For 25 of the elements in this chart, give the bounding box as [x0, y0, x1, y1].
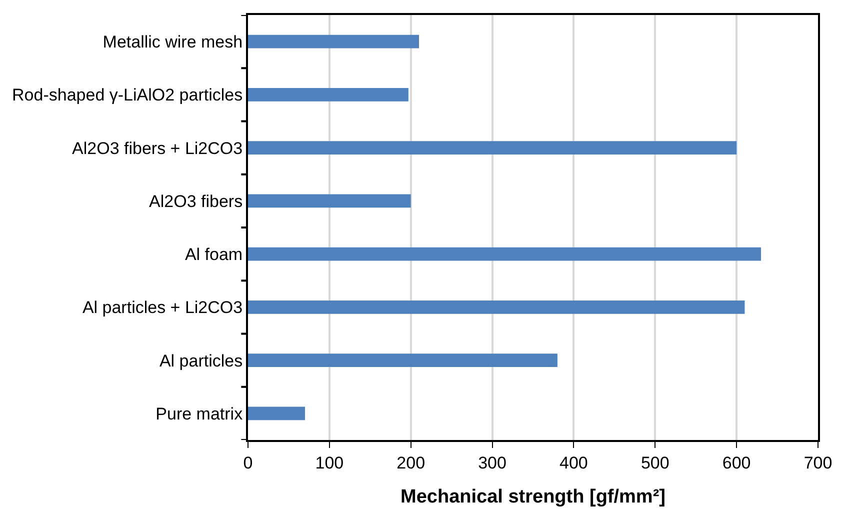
bar — [248, 34, 419, 48]
x-axis-title: Mechanical strength [gf/mm²] — [400, 486, 666, 508]
y-tick-label: Metallic wire mesh — [102, 32, 243, 52]
y-tick-label: Al foam — [184, 245, 243, 264]
y-tick-label: Al2O3 fibers — [149, 192, 243, 211]
bar — [248, 406, 305, 420]
y-tick-label: Al2O3 fibers + Li2CO3 — [72, 138, 243, 158]
bar — [248, 247, 761, 261]
y-tick-label: Al particles — [159, 351, 243, 370]
x-tick-label: 300 — [478, 453, 506, 472]
bar — [248, 88, 408, 102]
bar — [248, 354, 558, 367]
x-tick-label: 200 — [396, 453, 426, 472]
x-tick-label: 400 — [560, 453, 588, 472]
x-tick-label: 0 — [243, 453, 253, 472]
bar — [248, 141, 737, 154]
y-tick-label: Pure matrix — [156, 404, 244, 424]
y-tick-label: Al particles + Li2CO3 — [82, 298, 243, 318]
x-tick-label: 700 — [804, 453, 832, 472]
bar — [248, 300, 745, 314]
bar — [248, 194, 411, 208]
x-tick-label: 100 — [315, 453, 344, 472]
x-tick-label: 600 — [722, 453, 751, 472]
x-tick-label: 500 — [640, 453, 670, 472]
y-tick-label: Rod-shaped γ-LiAlO2 particles — [12, 86, 243, 105]
